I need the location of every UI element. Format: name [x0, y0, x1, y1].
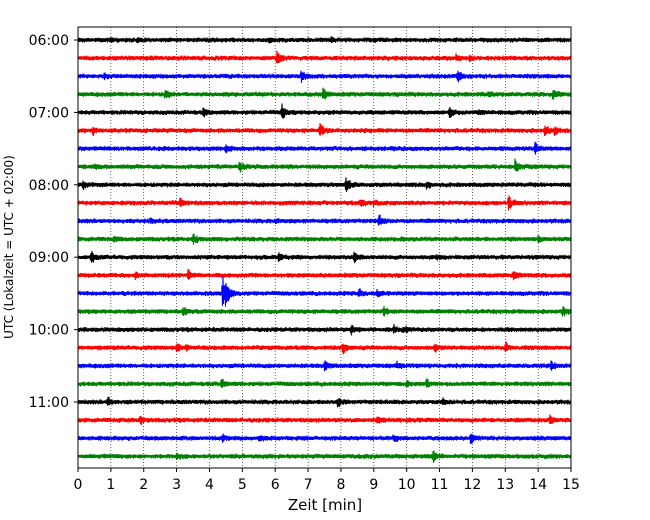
trace-row	[77, 123, 572, 137]
trace-row	[77, 70, 572, 83]
trace-row	[77, 87, 572, 100]
trace-row	[77, 323, 572, 336]
x-tick-label: 13	[496, 477, 514, 493]
y-tick-label: 06:00	[29, 33, 69, 49]
x-tick-label: 10	[398, 477, 416, 493]
x-tick-label: 1	[106, 477, 115, 493]
trace-row	[77, 396, 572, 408]
x-tick-label: 0	[74, 477, 83, 493]
x-axis-label: Zeit [min]	[288, 496, 362, 514]
y-tick-label: 11:00	[29, 395, 69, 411]
plot-frame	[77, 26, 572, 469]
x-tick-label: 2	[139, 477, 148, 493]
x-tick-label: 12	[463, 477, 481, 493]
x-tick-label: 4	[205, 477, 214, 493]
trace-row	[77, 268, 572, 281]
trace-row	[77, 36, 572, 44]
x-tick-label: 11	[431, 477, 449, 493]
trace-row	[77, 276, 572, 307]
trace-row	[77, 103, 572, 119]
x-tick-label: 8	[336, 477, 345, 493]
x-tick-label: 9	[369, 477, 378, 493]
y-tick-label: 08:00	[29, 178, 69, 194]
trace-row	[77, 233, 572, 245]
x-tick-label: 7	[304, 477, 313, 493]
trace-row	[77, 378, 572, 388]
x-tick-label: 5	[238, 477, 247, 493]
trace-row	[77, 341, 572, 355]
trace-row	[77, 250, 572, 264]
trace-row	[77, 50, 572, 64]
trace-row	[77, 360, 572, 372]
x-tick-label: 3	[172, 477, 181, 493]
trace-row	[77, 414, 572, 426]
trace-row	[77, 305, 572, 317]
x-axis-ticks: 0 1 2 3 4 5 6 7 8 9 10 11 12 13 14 15	[74, 468, 580, 493]
y-tick-label: 10:00	[29, 323, 69, 339]
trace-row	[77, 195, 572, 211]
trace-row	[77, 158, 572, 173]
trace-row	[77, 141, 572, 155]
y-axis-label: UTC (Lokalzeit = UTC + 02:00)	[2, 155, 16, 339]
y-tick-label: 09:00	[29, 250, 69, 266]
x-tick-label: 14	[529, 477, 547, 493]
seismogram-traces	[77, 36, 572, 463]
trace-row	[77, 214, 572, 226]
trace-row	[77, 450, 572, 463]
x-tick-label: 6	[271, 477, 280, 493]
trace-row	[77, 177, 572, 192]
y-tick-label: 07:00	[29, 105, 69, 121]
trace-row	[77, 433, 572, 444]
x-tick-label: 15	[562, 477, 580, 493]
y-axis-ticks: 06:00 07:00 08:00 09:00 10:00 11:00	[29, 33, 78, 411]
